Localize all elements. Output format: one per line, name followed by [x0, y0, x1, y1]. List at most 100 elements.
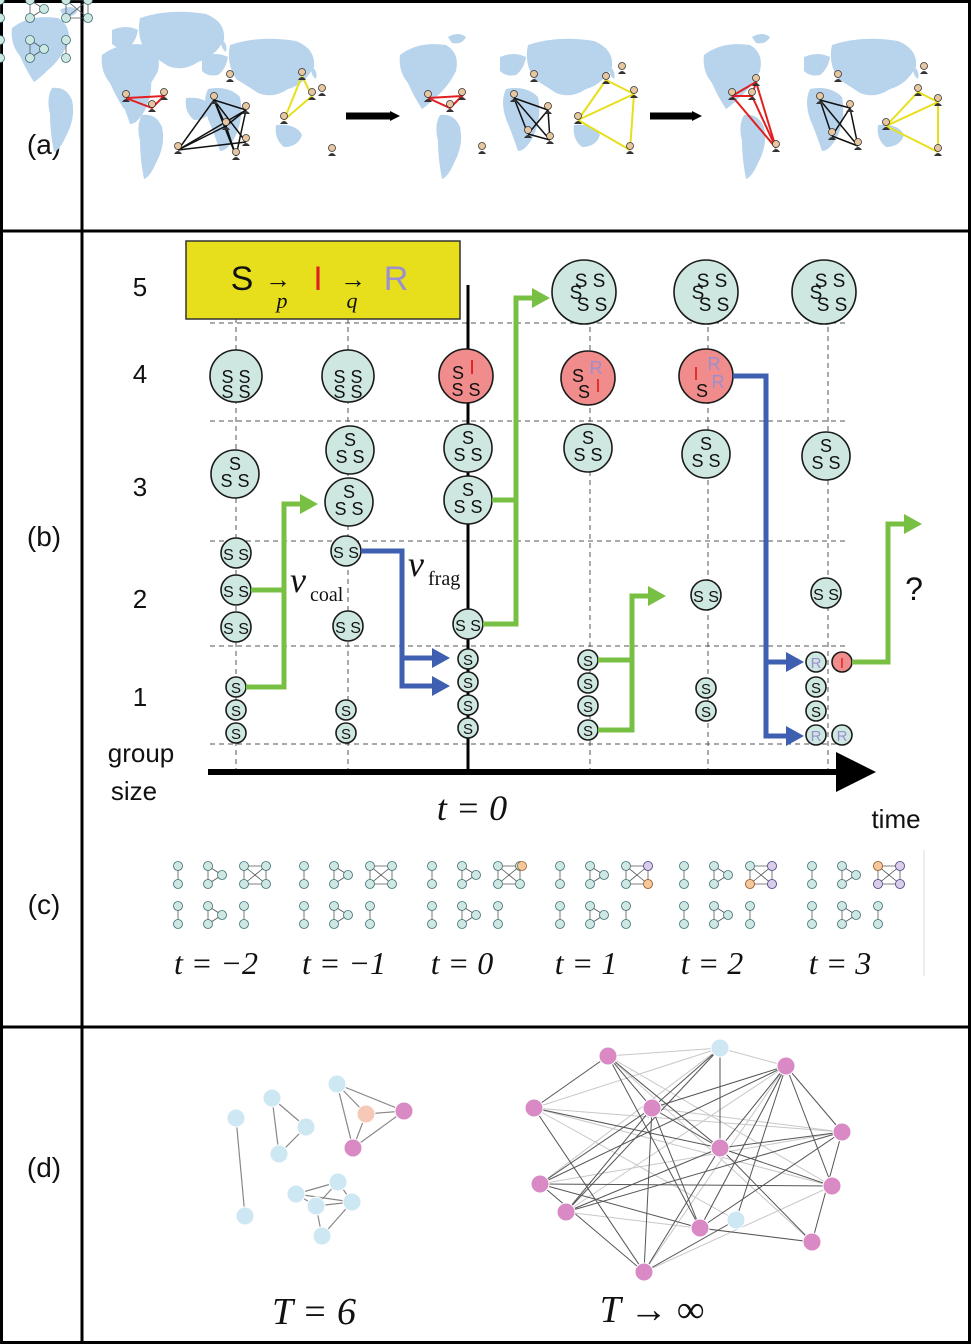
svg-text:frag: frag [428, 568, 460, 590]
group-size-1: S [577, 695, 599, 717]
y-axis-label-line2: size [111, 776, 157, 806]
svg-text:S S: S S [815, 271, 846, 292]
panel-c: t = −2 t = −1 t = 0 t = 1 t = 2 t = 3 [0, 0, 925, 981]
group-size-1-recovered: R [805, 651, 827, 673]
group-size-1-infected: I [831, 651, 853, 673]
c-time-label: t = −2 [174, 945, 258, 981]
group-size-1: S [805, 676, 827, 698]
svg-text:S S: S S [451, 380, 480, 400]
svg-text:S S: S S [455, 618, 481, 635]
svg-text:S S: S S [575, 271, 606, 292]
svg-text:S: S [701, 681, 711, 698]
group-size-1: S [457, 671, 479, 693]
svg-text:S S: S S [697, 271, 728, 292]
svg-text:S: S [231, 680, 241, 697]
group-size-3: SS S [443, 423, 493, 473]
y-tick-2: 2 [133, 584, 147, 614]
legend-s: S [231, 260, 254, 298]
svg-text:S S: S S [334, 499, 363, 519]
svg-text:S S: S S [453, 497, 482, 517]
panel-a [11, 7, 943, 179]
panel-label-b: (b) [27, 521, 61, 552]
svg-text:S S: S S [335, 620, 361, 637]
svg-text:S: S [463, 675, 473, 692]
svg-text:S: S [344, 430, 356, 450]
group-size-1: S [225, 676, 247, 698]
svg-text:S S: S S [333, 545, 359, 562]
c-time-label: t = 1 [555, 945, 617, 981]
svg-text:S S: S S [223, 584, 249, 601]
x-axis-label: time [871, 804, 920, 834]
svg-text:S: S [572, 366, 584, 386]
svg-text:S: S [811, 680, 821, 697]
group-size-1: S [577, 719, 599, 741]
panel-d: T = 6 T → ∞ [226, 1038, 852, 1333]
d-label-left: T = 6 [272, 1291, 356, 1333]
svg-text:S: S [583, 676, 593, 693]
legend-r: R [384, 260, 409, 298]
svg-text:S S: S S [811, 453, 840, 473]
group-size-3: SS S [681, 429, 731, 479]
group-size-1: S [695, 677, 717, 699]
svg-text:I: I [595, 376, 600, 396]
svg-text:S: S [582, 428, 594, 448]
network-T-infinity [524, 1038, 852, 1282]
svg-text:S S: S S [335, 447, 364, 467]
svg-text:S: S [820, 436, 832, 456]
legend-p: p [275, 288, 288, 313]
map-1-networks [121, 68, 337, 161]
group-size-2: S S [330, 535, 362, 567]
group-size-1: S [805, 700, 827, 722]
question-mark: ? [905, 571, 923, 607]
group-size-3: SS S [210, 449, 260, 499]
group-size-4-infected: S RS I [560, 350, 616, 406]
svg-text:S: S [231, 726, 241, 743]
group-size-2: S S [220, 611, 252, 643]
svg-text:S: S [452, 363, 464, 383]
t0-label: t = 0 [437, 788, 507, 828]
group-size-1: S [335, 699, 357, 721]
svg-text:S: S [463, 721, 473, 738]
legend-q: q [347, 288, 358, 313]
group-size-2: S S [220, 537, 252, 569]
sir-legend: S → p I → q R [185, 240, 461, 320]
c-time-label: t = 2 [681, 945, 743, 981]
group-size-1: S [695, 700, 717, 722]
svg-text:S: S [229, 454, 241, 474]
y-tick-5: 5 [133, 272, 147, 302]
svg-text:S: S [583, 699, 593, 716]
svg-text:S: S [701, 704, 711, 721]
fragmentation-arrows [361, 373, 804, 746]
svg-text:S: S [811, 704, 821, 721]
svg-text:S: S [343, 482, 355, 502]
svg-text:S: S [692, 283, 705, 304]
group-size-5: S SSS S [673, 259, 739, 325]
group-size-2: S S [332, 610, 364, 642]
svg-text:S: S [341, 703, 351, 720]
time-axis-arrowhead [836, 752, 876, 792]
svg-text:S: S [700, 434, 712, 454]
svg-text:S S: S S [573, 445, 602, 465]
svg-text:ν: ν [290, 560, 306, 600]
nu-frag-label: ν frag [408, 544, 460, 590]
group-size-1: S [457, 694, 479, 716]
svg-text:S: S [583, 653, 593, 670]
group-size-1: S [335, 722, 357, 744]
y-axis-label-line1: group [108, 738, 175, 768]
svg-text:S: S [810, 283, 823, 304]
svg-text:S S: S S [221, 367, 250, 387]
svg-text:S S: S S [220, 471, 249, 491]
group-size-5: S SSS S [791, 259, 857, 325]
group-size-4: S SS S [321, 349, 375, 403]
group-size-1-recovered: R [831, 724, 853, 746]
group-size-1: S [225, 722, 247, 744]
svg-text:S S: S S [333, 382, 362, 402]
svg-text:R: R [590, 358, 603, 378]
group-size-1: S [577, 649, 599, 671]
legend-arrow-q: → [340, 264, 366, 294]
group-size-1-recovered: R [805, 724, 827, 746]
svg-text:S: S [578, 382, 590, 402]
panel-label-c: (c) [28, 889, 61, 920]
group-size-3: SS S [563, 423, 613, 473]
